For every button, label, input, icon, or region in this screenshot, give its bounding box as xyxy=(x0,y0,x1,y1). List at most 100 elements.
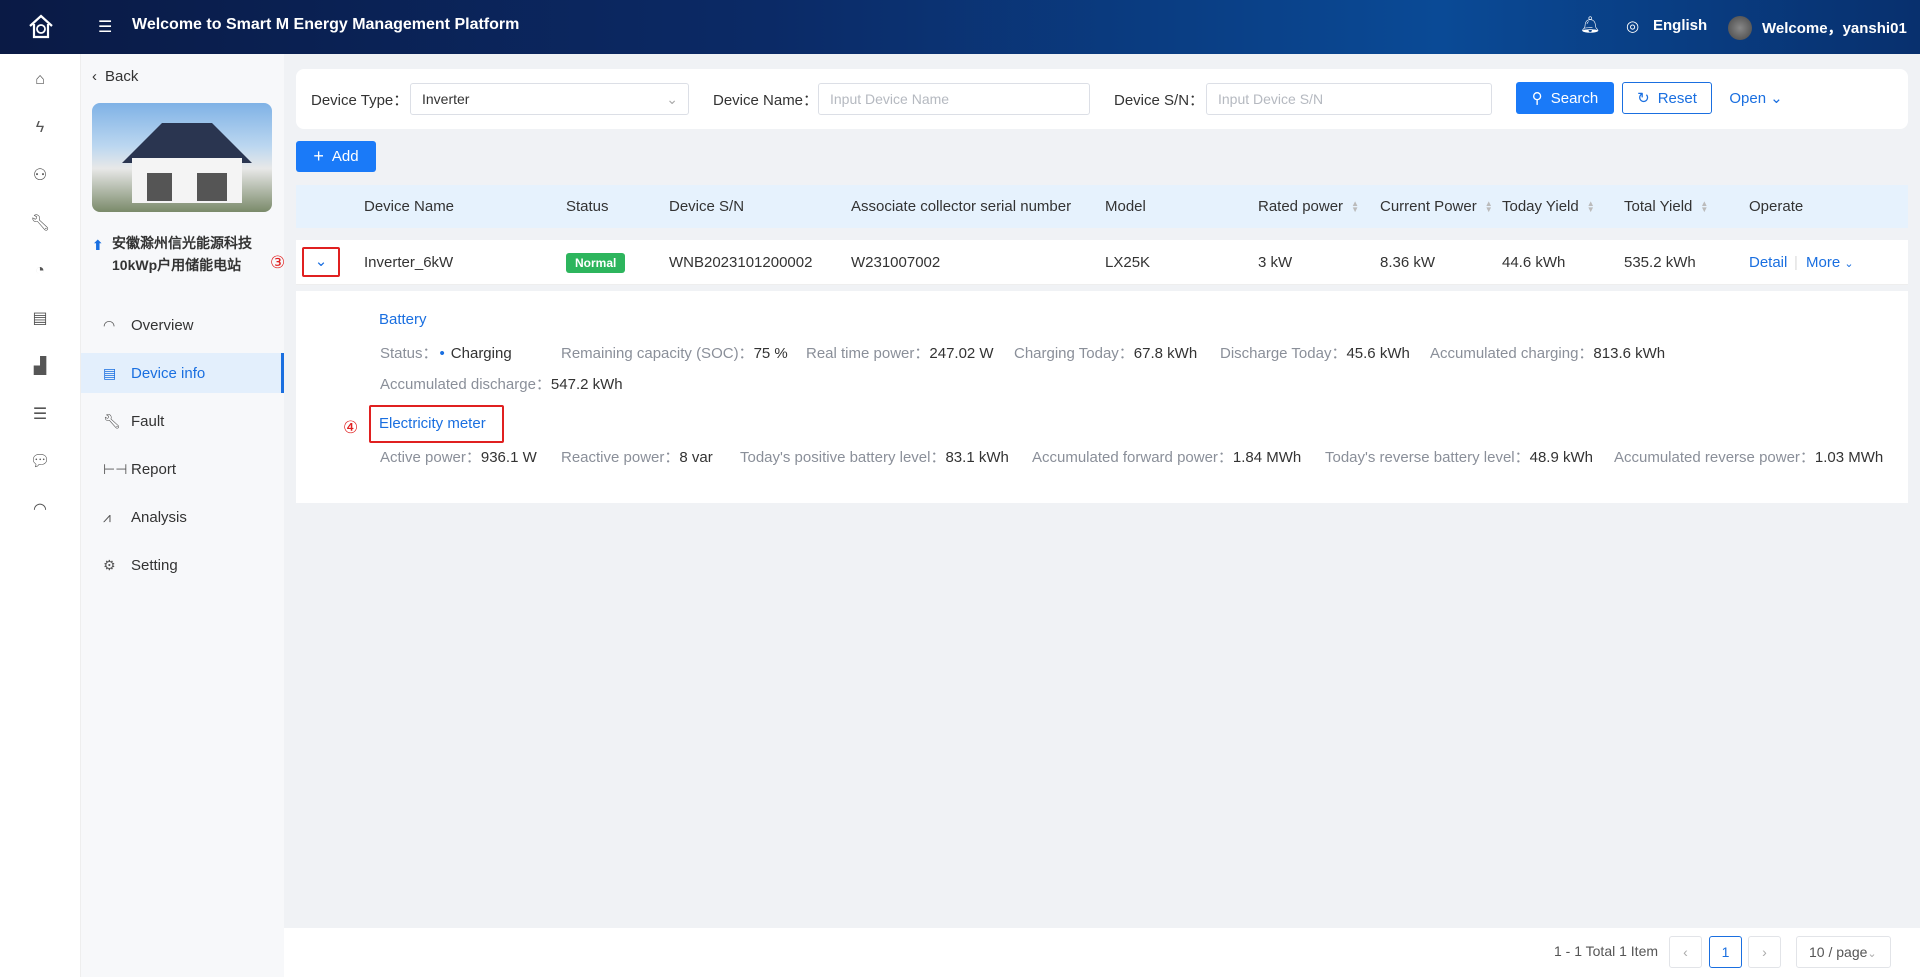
col-total-yield[interactable]: Total Yield ▲ ▼ xyxy=(1624,198,1709,215)
menu-item-fault[interactable]: 🔧︎ Fault xyxy=(103,412,165,430)
meter-accumulated-forward: Accumulated forward power：1.84 MWh xyxy=(1032,449,1302,466)
open-toggle[interactable]: Open ⌄ xyxy=(1729,89,1783,108)
icon-rail: ⌂ ϟ ⚇ 🔧︎ ◔ ▤ ▟ ☰ 💬︎ ◠ xyxy=(0,54,81,977)
sort-icon[interactable]: ▲ ▼ xyxy=(1484,199,1493,215)
chevron-down-icon: ⌄ xyxy=(1867,948,1877,960)
meter-reactive-power: Reactive power：8 var xyxy=(561,449,713,466)
table-header: Device Name Status Device S/N Associate … xyxy=(296,185,1908,228)
language-icon[interactable]: ◎ xyxy=(1626,18,1640,35)
home-icon[interactable]: ⌂ xyxy=(35,71,45,88)
wrench-icon[interactable]: 🔧︎ xyxy=(30,215,51,232)
list-icon: ▤ xyxy=(103,364,117,381)
bell-icon[interactable]: 🔔︎ xyxy=(1580,17,1601,34)
pagination-bar: 1 - 1 Total 1 Item ‹ 1 › 10 / page⌄ xyxy=(284,928,1920,977)
battery-realtime-power: Real time power：247.02 W xyxy=(806,345,994,362)
chevron-right-icon: › xyxy=(1762,944,1767,960)
device-type-select[interactable]: Inverter ⌄ xyxy=(410,83,689,115)
annotation-step-4: ④ xyxy=(343,418,359,437)
add-button[interactable]: + Add xyxy=(296,141,376,172)
col-model: Model xyxy=(1105,198,1146,215)
users-icon[interactable]: ⚇ xyxy=(32,167,48,184)
table-row: ⌄ Inverter_6kW Normal WNB2023101200002 W… xyxy=(296,240,1908,285)
battery-discharge-today: Discharge Today：45.6 kWh xyxy=(1220,345,1410,362)
pie-chart-icon[interactable]: ◔ xyxy=(35,262,45,279)
cell-device-name: Inverter_6kW xyxy=(364,254,454,271)
top-header: ☰ Welcome to Smart M Energy Management P… xyxy=(0,0,1920,54)
gear-icon: ⚙ xyxy=(103,556,116,573)
chevron-down-icon: ⌄ xyxy=(1844,258,1854,270)
meter-active-power: Active power：936.1 W xyxy=(380,449,537,466)
avatar[interactable] xyxy=(1728,16,1752,40)
search-icon: ⚲ xyxy=(1531,90,1543,107)
meter-accumulated-reverse: Accumulated reverse power：1.03 MWh xyxy=(1614,449,1884,466)
report-icon: ⊢⊣ xyxy=(103,460,128,477)
chat-icon[interactable]: 💬︎ xyxy=(30,453,51,470)
col-status: Status xyxy=(566,198,609,215)
area-chart-icon[interactable]: ▟ xyxy=(33,358,47,375)
search-button[interactable]: ⚲ Search xyxy=(1516,82,1614,114)
col-device-name: Device Name xyxy=(364,198,455,215)
device-sn-label: Device S/N： xyxy=(1114,92,1205,109)
status-dot-icon: • xyxy=(439,345,445,362)
status-badge: Normal xyxy=(566,253,626,273)
electricity-meter-title[interactable]: Electricity meter xyxy=(379,415,486,432)
battery-charging-today: Charging Today：67.8 kWh xyxy=(1014,345,1198,362)
menu-item-device-info[interactable]: ▤ Device info xyxy=(81,353,284,393)
gauge-icon[interactable]: ◠ xyxy=(33,501,47,518)
pagination-summary: 1 - 1 Total 1 Item xyxy=(1554,943,1659,959)
col-today-yield[interactable]: Today Yield ▲ ▼ xyxy=(1502,198,1595,215)
device-name-input[interactable]: Input Device Name xyxy=(818,83,1090,115)
report-search-icon[interactable]: ▤ xyxy=(32,310,48,327)
expand-row-button[interactable]: ⌄ xyxy=(302,247,340,277)
battery-accumulated-discharge: Accumulated discharge：547.2 kWh xyxy=(380,376,623,393)
user-welcome[interactable]: Welcome，yanshi01 xyxy=(1762,20,1907,37)
battery-soc: Remaining capacity (SOC)：75 % xyxy=(561,345,788,362)
next-page-button[interactable]: › xyxy=(1748,936,1781,968)
menu-item-overview[interactable]: ◠ Overview xyxy=(103,316,194,334)
more-dropdown[interactable]: More ⌄ xyxy=(1806,254,1854,271)
station-sidebar: ‹ Back ⬆ 安徽滁州信光能源科技10kWp户用储能电站 ◠ Overview … xyxy=(81,54,284,977)
station-photo xyxy=(92,103,272,212)
station-home-icon: ⬆ xyxy=(92,237,104,253)
page-1-button[interactable]: 1 xyxy=(1709,936,1742,968)
cell-today-yield: 44.6 kWh xyxy=(1502,254,1566,271)
filter-bar: Device Type： Inverter ⌄ Device Name： Inpu… xyxy=(296,69,1908,129)
wrench-icon: 🔧︎ xyxy=(103,412,121,429)
plus-icon: + xyxy=(313,146,324,166)
col-current-power[interactable]: Current Power ▲ ▼ xyxy=(1380,198,1493,215)
gauge-icon: ◠ xyxy=(103,316,116,333)
meter-today-positive: Today's positive battery level：83.1 kWh xyxy=(740,449,1009,466)
back-link[interactable]: ‹ Back xyxy=(92,68,139,85)
detail-link[interactable]: Detail xyxy=(1749,254,1788,271)
sort-icon[interactable]: ▲ ▼ xyxy=(1586,199,1595,215)
menu-item-setting[interactable]: ⚙ Setting xyxy=(103,556,178,574)
prev-page-button[interactable]: ‹ xyxy=(1669,936,1702,968)
col-operate: Operate xyxy=(1749,198,1804,215)
lightning-icon[interactable]: ϟ xyxy=(35,119,45,136)
cell-collector-sn: W231007002 xyxy=(851,254,941,271)
sort-icon[interactable]: ▲ ▼ xyxy=(1351,199,1359,215)
chevron-down-icon: ⌄ xyxy=(1770,90,1783,107)
device-sn-input[interactable]: Input Device S/N xyxy=(1206,83,1492,115)
menu-item-report[interactable]: ⊢⊣ Report xyxy=(103,460,177,478)
sliders-icon[interactable]: ☰ xyxy=(32,406,48,423)
device-name-label: Device Name： xyxy=(713,92,819,109)
cell-rated-power: 3 kW xyxy=(1258,254,1293,271)
cell-current-power: 8.36 kW xyxy=(1380,254,1436,271)
col-rated-power[interactable]: Rated power ▲ ▼ xyxy=(1258,198,1359,215)
expanded-row-details: Battery Status： • Charging Remaining capac… xyxy=(296,291,1908,503)
battery-status: Status： • Charging xyxy=(380,345,512,362)
language-selector[interactable]: English xyxy=(1653,17,1708,34)
house-logo-icon[interactable] xyxy=(26,12,56,42)
annotation-box xyxy=(369,405,504,443)
menu-item-analysis[interactable]: ⩘ Analysis xyxy=(103,508,187,526)
cell-device-sn: WNB2023101200002 xyxy=(669,254,813,271)
menu-toggle-icon[interactable]: ☰ xyxy=(98,19,113,36)
chevron-left-icon: ‹ xyxy=(1683,944,1688,960)
reset-button[interactable]: ↻ Reset xyxy=(1622,82,1712,114)
page-size-select[interactable]: 10 / page⌄ xyxy=(1796,936,1891,968)
app-title: Welcome to Smart M Energy Management Pla… xyxy=(132,16,520,33)
device-table: Device Name Status Device S/N Associate … xyxy=(296,185,1908,285)
chevron-left-icon: ‹ xyxy=(92,68,97,85)
sort-icon[interactable]: ▲ ▼ xyxy=(1700,199,1709,215)
